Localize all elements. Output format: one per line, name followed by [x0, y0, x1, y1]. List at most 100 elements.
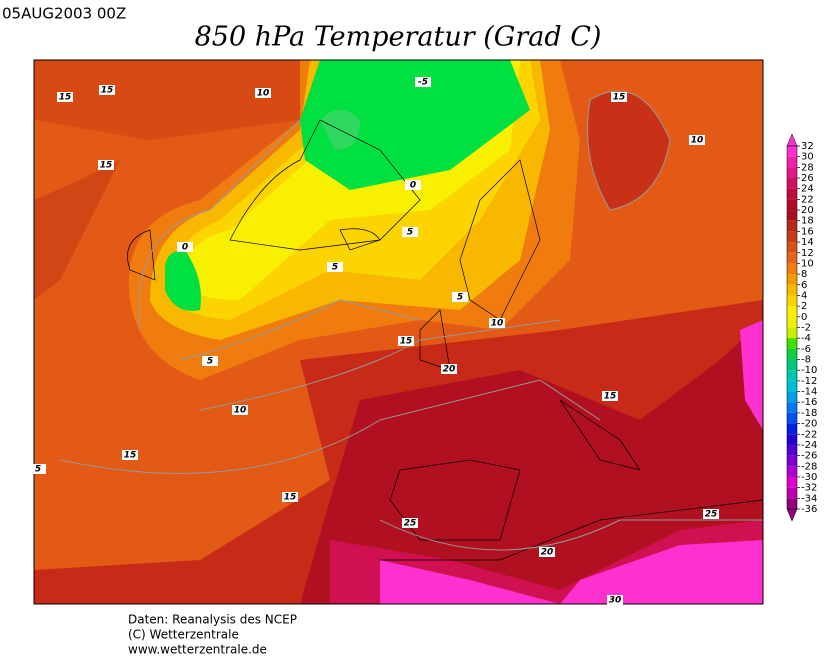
colorbar-tick-label: -28	[801, 461, 817, 472]
colorbar-tick-label: 8	[801, 269, 807, 280]
colorbar-segment	[787, 444, 797, 456]
colorbar-segment	[787, 466, 797, 477]
colorbar-segment	[787, 156, 797, 168]
colorbar-segment	[787, 338, 797, 349]
colorbar-arrow	[786, 133, 798, 147]
contour-label-bg	[122, 450, 138, 460]
colorbar-tick-label: -6	[801, 344, 811, 355]
contour-label: 10	[234, 406, 247, 416]
colorbar-tick-label: 20	[801, 205, 814, 216]
contour-label: 20	[443, 365, 456, 375]
contour-label: 15	[124, 451, 137, 461]
colorbar-segment	[787, 188, 797, 200]
contour-label-bg	[415, 77, 431, 87]
colorbar-tick-label: -2	[801, 323, 811, 334]
colorbar-tick-label: 32	[801, 141, 814, 152]
colorbar-tick-label: 2	[801, 301, 807, 312]
contour-label: 15	[400, 337, 413, 347]
colorbar-tick-label: 6	[801, 280, 807, 291]
contour-label: -5	[418, 78, 428, 88]
contour-label-bg	[441, 364, 457, 374]
colorbar-segment	[787, 167, 797, 179]
colorbar-segment	[787, 252, 797, 264]
colorbar-tick-label: -20	[801, 419, 817, 430]
contour-label: 5	[407, 228, 413, 238]
colorbar-segment	[787, 476, 797, 488]
colorbar-tick-label: -36	[801, 504, 817, 515]
colorbar-segment	[787, 220, 797, 232]
contour-label: 5	[457, 293, 463, 303]
title: 850 hPa Temperatur (Grad C)	[195, 22, 602, 53]
contour-label-bg	[402, 518, 418, 528]
contour-label: 5	[207, 357, 213, 367]
contour-label-bg	[327, 262, 343, 272]
contour-label-bg	[602, 391, 618, 401]
colorbar-segment	[787, 423, 797, 435]
colorbar-segment	[787, 391, 797, 403]
footer-line: Daten: Reanalysis des NCEP	[128, 613, 297, 627]
contour-label: 0	[410, 181, 416, 191]
contour-label: 15	[101, 86, 114, 96]
colorbar-tick-label: -8	[801, 355, 811, 366]
contour-label: 20	[541, 548, 554, 558]
map-frame	[33, 59, 764, 605]
colorbar-segment	[787, 306, 797, 317]
contour-label-bg	[405, 180, 421, 190]
run-label: 05AUG2003 00Z	[2, 5, 126, 23]
contour-label-bg	[232, 405, 248, 415]
colorbar-segment	[787, 498, 797, 509]
colorbar-tick-label: -18	[801, 408, 817, 419]
colorbar-tick-label: 0	[801, 312, 807, 323]
colorbar-tick-label: -22	[801, 429, 817, 440]
colorbar-segment	[787, 402, 797, 413]
colorbar-segment	[787, 274, 797, 285]
colorbar-tick-label: 10	[801, 258, 814, 269]
colorbar-segment	[787, 263, 797, 275]
colorbar-frame	[786, 145, 798, 510]
contour-label: 5	[35, 465, 41, 475]
colorbar-tick-label: 26	[801, 173, 814, 184]
contour-label-bg	[99, 85, 115, 95]
colorbar-tick-label: -30	[801, 472, 817, 483]
colorbar-segment	[787, 242, 797, 253]
contour-label: 30	[609, 596, 622, 606]
colorbar-segment	[787, 178, 797, 189]
colorbar-tick-label: 22	[801, 194, 814, 205]
colorbar-tick-label: -26	[801, 451, 817, 462]
contour-label-bg	[202, 356, 218, 366]
colorbar-tick-label: 12	[801, 248, 814, 259]
colorbar-tick-label: -14	[801, 387, 817, 398]
colorbar-tick-label: 30	[801, 152, 814, 163]
contour-label: 10	[491, 319, 504, 329]
contour-label-bg	[402, 227, 418, 237]
colorbar-tick-label: 4	[801, 290, 807, 301]
colorbar-tick-label: -34	[801, 493, 817, 504]
colorbar-tick-label: 28	[801, 162, 814, 173]
contour-label-bg	[539, 547, 555, 557]
colorbar-segment	[787, 348, 797, 360]
contour-label: 25	[404, 519, 417, 529]
contour-label-bg	[177, 242, 193, 252]
contour-label: 5	[332, 263, 338, 273]
colorbar-segment	[787, 146, 797, 157]
colorbar-segment	[787, 412, 797, 424]
contour-label-bg	[703, 509, 719, 519]
contour-label-bg	[57, 92, 73, 102]
contour-label: 15	[604, 392, 617, 402]
contour-label-bg	[607, 595, 623, 605]
colorbar-arrow	[786, 508, 798, 522]
contour-label: 10	[691, 136, 704, 146]
contour-label-bg	[398, 336, 414, 346]
colorbar-tick-label: -12	[801, 376, 817, 387]
colorbar-tick-label: -32	[801, 483, 817, 494]
contour-label: 15	[100, 161, 113, 171]
colorbar-segment	[787, 327, 797, 339]
colorbar-tick-label: -4	[801, 333, 811, 344]
contour-label: 0	[182, 243, 188, 253]
colorbar-segment	[787, 199, 797, 211]
contour-label-bg	[30, 464, 46, 474]
contour-label: 10	[257, 89, 270, 99]
colorbar-tick-label: 14	[801, 237, 814, 248]
